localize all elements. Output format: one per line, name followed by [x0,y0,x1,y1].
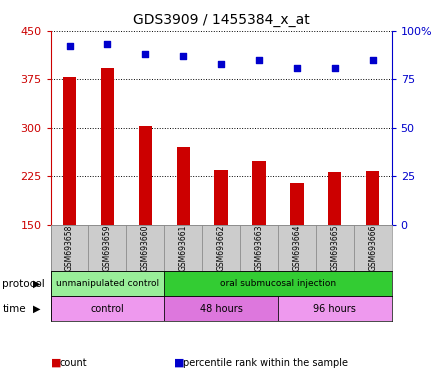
Point [66,43,73,49]
Text: GSM693660: GSM693660 [141,224,150,271]
Point [331,65,338,71]
Text: GSM693659: GSM693659 [103,224,112,271]
Bar [63,77,76,225]
Bar [354,225,392,271]
Text: 48 hours: 48 hours [200,303,242,314]
Text: GSM693658: GSM693658 [65,225,74,271]
Bar [214,170,228,225]
Text: percentile rank within the sample: percentile rank within the sample [183,358,348,368]
Point [104,41,111,47]
Text: GSM693661: GSM693661 [179,225,188,271]
Bar [51,296,164,321]
Bar [278,225,316,271]
Text: GSM693664: GSM693664 [292,224,301,271]
Point [218,61,225,67]
Text: time: time [2,303,26,314]
Text: ■: ■ [51,358,61,368]
Text: 96 hours: 96 hours [313,303,356,314]
Bar [290,183,304,225]
Bar [328,172,341,225]
Point [369,57,376,63]
Bar [240,225,278,271]
Bar [278,296,392,321]
Point [293,65,301,71]
Bar [101,68,114,225]
Bar [316,225,354,271]
Text: count: count [59,358,87,368]
Bar [88,225,126,271]
Text: GSM693665: GSM693665 [330,224,339,271]
Bar [126,225,164,271]
Title: GDS3909 / 1455384_x_at: GDS3909 / 1455384_x_at [133,13,309,27]
Bar [253,161,266,225]
Text: protocol: protocol [2,278,45,289]
Bar [164,225,202,271]
Bar [176,147,190,225]
Point [142,51,149,57]
Text: ▶: ▶ [33,303,40,314]
Bar [366,171,379,225]
Point [180,53,187,59]
Text: GSM693662: GSM693662 [216,225,226,271]
Text: ■: ■ [174,358,184,368]
Text: oral submucosal injection: oral submucosal injection [220,279,336,288]
Bar [51,271,164,296]
Bar [51,225,88,271]
Point [256,57,263,63]
Bar [164,296,278,321]
Bar [139,126,152,225]
Text: unmanipulated control: unmanipulated control [56,279,159,288]
Text: GSM693666: GSM693666 [368,224,377,271]
Bar [202,225,240,271]
Text: GSM693663: GSM693663 [254,224,264,271]
Text: control: control [91,303,125,314]
Text: ▶: ▶ [33,278,40,289]
Bar [164,271,392,296]
